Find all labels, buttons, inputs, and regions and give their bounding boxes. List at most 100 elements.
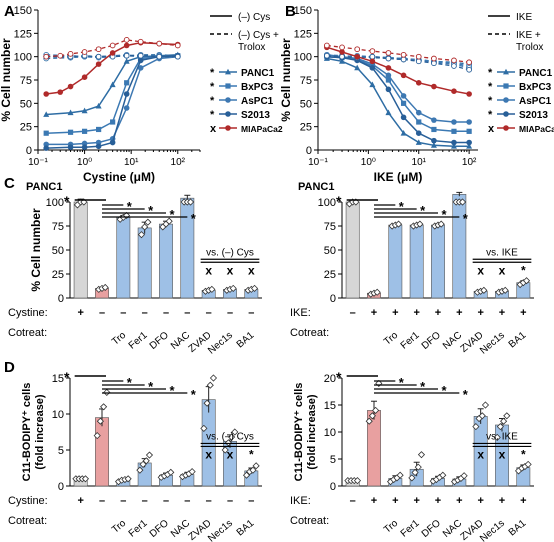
replicate-point <box>481 401 490 409</box>
bar-group <box>116 211 131 299</box>
replicate-point <box>493 433 501 441</box>
replicate-point <box>81 475 90 483</box>
legend-sig-mark: * <box>488 95 493 107</box>
y-tick-label: 20 <box>324 373 336 385</box>
y-tick-label: 125 <box>14 28 32 40</box>
bar <box>73 201 88 299</box>
sig-star: * <box>169 207 175 222</box>
legend-sig-mark: * <box>210 81 215 93</box>
trolox-point <box>324 52 330 59</box>
x-tick-label: 10⁰ <box>77 157 92 168</box>
sig-star: * <box>336 193 342 209</box>
legend-series-label: AsPC1 <box>241 96 274 107</box>
y-tick-label: 25 <box>300 122 312 134</box>
legend-solid-label: IKE <box>516 12 532 23</box>
y-tick-label: 0 <box>58 481 64 493</box>
y-tick-label: 5 <box>330 454 336 466</box>
condition-row-label: Cystine: <box>8 307 48 319</box>
condition-mark: + <box>392 495 398 507</box>
data-point <box>466 139 472 146</box>
data-point <box>95 143 102 150</box>
legend-sig-mark: * <box>210 95 215 107</box>
data-point <box>385 65 392 71</box>
legend-swatch-marker <box>225 97 231 103</box>
vs-mark: x <box>248 263 255 277</box>
data-point <box>95 102 102 109</box>
fit-curve <box>326 55 470 133</box>
trolox-point <box>123 37 130 43</box>
condition-mark: + <box>77 495 83 507</box>
trolox-point <box>451 57 457 64</box>
y-axis-label-2: (fold increase) <box>34 394 46 470</box>
condition-mark: + <box>499 307 505 319</box>
line-legend: (–) Cys (–) Cys +Trolox * PANC1 * BxPC3 * AsPC1… <box>210 12 283 135</box>
data-point <box>109 139 116 146</box>
trolox-point <box>67 51 74 57</box>
bar-group <box>73 198 88 299</box>
bar-group <box>223 284 237 299</box>
sig-star: * <box>127 375 133 390</box>
condition-mark: – <box>248 495 254 507</box>
legend-series-label: S2013 <box>241 110 270 121</box>
trolox-point <box>431 55 437 62</box>
y-tick-label: 0 <box>330 293 336 305</box>
fit-curve <box>326 46 470 95</box>
sig-star: * <box>420 379 426 394</box>
replicate-point <box>417 451 426 459</box>
sig-star: * <box>441 383 447 398</box>
replicate-point <box>229 284 237 292</box>
cotreat-row-label: Cotreat: <box>8 327 47 339</box>
category-label: Fer1 <box>399 518 422 540</box>
data-point <box>43 111 50 117</box>
legend-sig-mark: * <box>488 109 493 121</box>
bar-group <box>178 468 196 487</box>
y-tick-label: 75 <box>52 221 64 233</box>
data-point <box>451 88 457 94</box>
bar <box>431 224 445 299</box>
legend-swatch-marker <box>503 83 509 89</box>
y-axis-label-2: (fold increase) <box>306 394 318 470</box>
condition-mark: + <box>392 307 398 319</box>
replicate-point <box>373 288 381 296</box>
vs-mark: x <box>205 447 212 461</box>
replicate-point <box>353 477 362 485</box>
legend-swatch-marker <box>225 111 231 117</box>
bar-group <box>93 388 111 487</box>
fit-curve <box>46 54 178 149</box>
replicate-point <box>439 471 447 479</box>
category-label: BA1 <box>507 330 529 351</box>
series-panc1 <box>43 51 181 117</box>
y-tick-label: 100 <box>318 197 336 209</box>
replicate-point <box>139 460 147 468</box>
trolox-point <box>369 48 376 54</box>
data-point <box>400 93 407 99</box>
condition-mark: – <box>120 495 126 507</box>
data-point <box>430 142 437 148</box>
vs-label: vs. IKE <box>486 247 518 258</box>
y-tick-label: 50 <box>52 245 64 257</box>
replicate-point <box>480 286 488 294</box>
y-tick-label: 75 <box>300 75 312 87</box>
panel-letter-a: A <box>4 3 15 20</box>
data-point <box>339 58 346 64</box>
y-tick-label: 50 <box>20 98 32 110</box>
sig-star: * <box>148 379 154 394</box>
series-panc1 <box>323 52 473 149</box>
data-point <box>123 105 130 111</box>
bar-group <box>388 220 403 299</box>
data-point <box>124 80 130 86</box>
data-point <box>385 86 392 93</box>
x-tick-label: 10¹ <box>412 157 427 168</box>
legend-sig-mark: x <box>210 123 217 135</box>
trolox-point <box>174 42 181 49</box>
replicate-point <box>208 285 216 293</box>
trolox-point <box>400 51 407 58</box>
legend-swatch-marker <box>225 83 231 89</box>
legend-series-label: MIAPaCa2 <box>241 124 283 134</box>
category-label: Tro <box>110 518 129 536</box>
replicate-point <box>503 412 511 420</box>
legend-dash-label: (–) Cys + <box>238 30 279 41</box>
category-label: DFO <box>148 518 171 540</box>
condition-mark: – <box>99 495 105 507</box>
